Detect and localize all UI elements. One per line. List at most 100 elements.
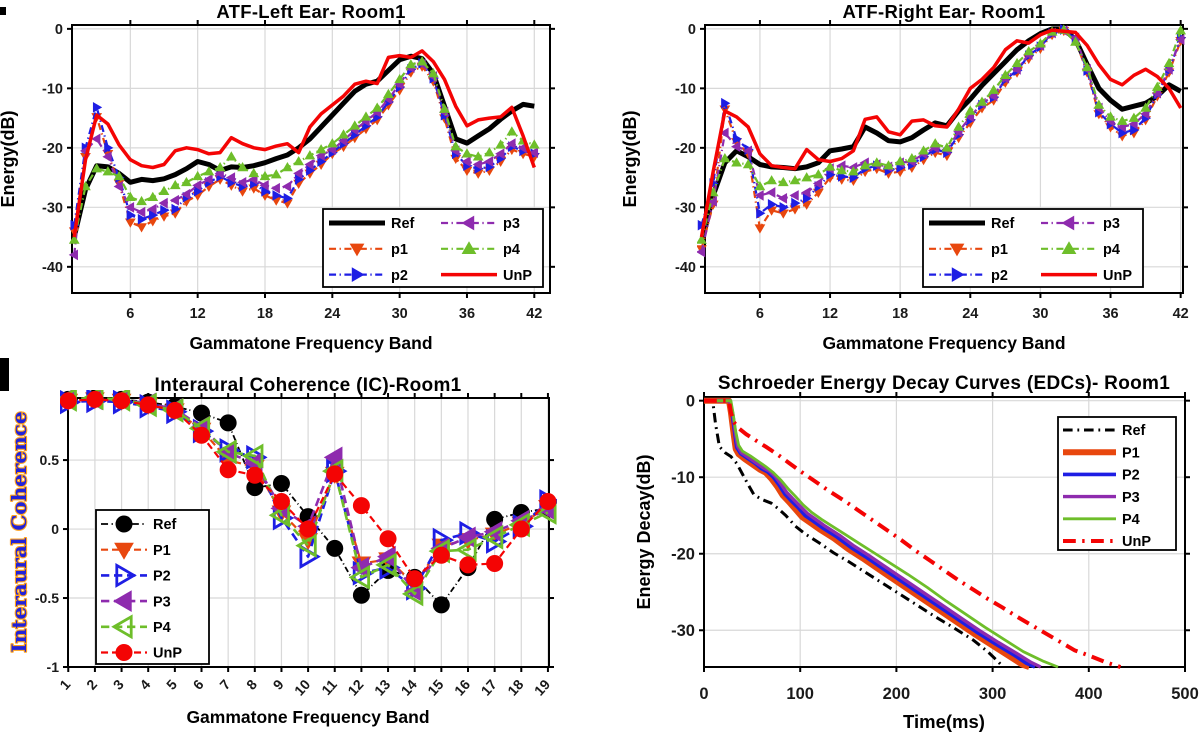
x-tick-label: 24	[962, 306, 978, 322]
x-tick-label: 30	[1032, 306, 1048, 322]
marker-tri-up	[293, 156, 305, 166]
marker-tri-up	[801, 172, 813, 182]
marker-tri-left	[731, 141, 741, 153]
marker-tri-left	[102, 151, 112, 163]
marker-tri-up	[383, 88, 394, 99]
marker-tri-up	[304, 150, 316, 160]
axes-box	[704, 24, 1184, 294]
y-tick-label: -40	[675, 260, 696, 276]
x-tick-label: 11	[318, 676, 340, 698]
x-tick-label: 36	[1102, 306, 1118, 322]
x-tick-label: 13	[371, 676, 393, 698]
x-tick-label: 1	[56, 676, 73, 693]
marker-circle	[539, 492, 557, 510]
series-Ref	[704, 399, 1005, 669]
x-tick-label: 18	[892, 306, 908, 322]
x-tick-label: 7	[216, 676, 233, 693]
series-line-UnP	[699, 28, 1183, 238]
marker-tri-left	[147, 203, 157, 215]
marker-tri-right	[149, 209, 159, 221]
legend-label-P3: P3	[1122, 490, 1140, 506]
marker-tri-up	[1140, 102, 1151, 112]
marker-tri-right	[317, 156, 327, 167]
marker-tri-left	[293, 168, 303, 179]
marker-tri-up	[1175, 25, 1187, 35]
legend-marker-p4	[1061, 241, 1077, 254]
legend-label-P2: P2	[1122, 468, 1140, 484]
marker-tri-up	[1163, 57, 1175, 68]
marker-circle	[512, 520, 530, 538]
series-line-p1	[73, 65, 535, 232]
marker-circle	[193, 426, 211, 444]
y-tick-label: -10	[42, 82, 63, 98]
marker-tri-up	[102, 166, 114, 176]
marker-tri-left	[68, 249, 78, 261]
marker-tri-left	[281, 181, 292, 192]
x-axis-label: Gammatone Frequency Band	[186, 707, 429, 727]
y-tick-label: 0	[51, 521, 59, 537]
marker-circle	[432, 546, 450, 564]
marker-tri-left	[259, 179, 269, 191]
marker-tri-left	[528, 147, 539, 158]
marker-tri-up	[461, 148, 473, 158]
marker-tri-left	[304, 159, 314, 170]
marker-tri-up	[113, 170, 125, 181]
series-p4	[68, 56, 540, 244]
x-tick-label: 4	[136, 676, 153, 693]
series-markers-p4	[68, 56, 540, 244]
marker-tri-up	[754, 181, 766, 191]
marker-tri-left	[1175, 34, 1185, 45]
legend-label-P2: P2	[153, 569, 171, 585]
chart-title: ATF-Right Ear- Room1	[843, 1, 1046, 22]
series-UnP	[60, 390, 557, 588]
marker-tri-up	[719, 153, 731, 163]
marker-tri-up	[315, 144, 327, 154]
legend-marker-Ref	[115, 515, 133, 533]
marker-tri-up	[988, 84, 1000, 94]
marker-tri-left	[777, 193, 788, 204]
marker-tri-up	[192, 170, 204, 181]
marker-circle	[406, 570, 424, 588]
chart-atf-left-ear: 6 12 18 24 30 36 42 0 -10 -20 -30 -40 ATF-Left Ear- …	[0, 1, 555, 353]
marker-tri-up	[906, 153, 918, 163]
marker-circle	[352, 497, 370, 515]
marker-tri-down	[136, 223, 147, 233]
marker-circle	[326, 539, 344, 557]
marker-tri-left	[455, 537, 477, 563]
marker-tri-up	[812, 169, 824, 179]
marker-tri-up	[824, 161, 836, 171]
marker-tri-right	[126, 209, 136, 221]
x-tick-label: 3	[110, 676, 127, 693]
series-line-P4	[704, 399, 1059, 669]
marker-tri-up	[360, 111, 372, 121]
marker-tri-right	[767, 198, 778, 210]
series-line-p1	[700, 29, 1182, 250]
legend: Ref p1 p2 p3 p4 UnP	[322, 208, 544, 288]
y-tick-label: -0.5	[35, 590, 59, 606]
marker-tri-right	[261, 185, 271, 197]
marker-tri-up	[836, 164, 848, 175]
y-tick-label: -1	[47, 659, 60, 675]
marker-tri-up	[326, 138, 338, 148]
marker-tri-left	[136, 206, 146, 218]
marker-tri-up	[472, 151, 484, 161]
marker-tri-left	[242, 443, 264, 469]
x-tick-label: 15	[424, 676, 446, 698]
marker-tri-left	[742, 145, 752, 157]
legend-marker-p3	[461, 215, 475, 231]
y-axis-label: Interaural Coherence	[7, 411, 31, 652]
x-tick-label: 12	[822, 306, 838, 322]
marker-tri-up	[203, 166, 215, 176]
marker-tri-up	[484, 147, 495, 157]
legend-label-Ref: Ref	[153, 517, 177, 533]
legend-marker-p2	[351, 267, 365, 282]
marker-circle	[352, 586, 370, 604]
legend-label-p4: p4	[1103, 242, 1120, 258]
marker-circle	[219, 414, 237, 432]
x-tick-label: 0	[699, 685, 708, 703]
marker-tri-up	[136, 195, 147, 206]
marker-tri-up	[1151, 81, 1163, 91]
marker-circle	[486, 555, 504, 573]
marker-tri-left	[461, 156, 471, 167]
